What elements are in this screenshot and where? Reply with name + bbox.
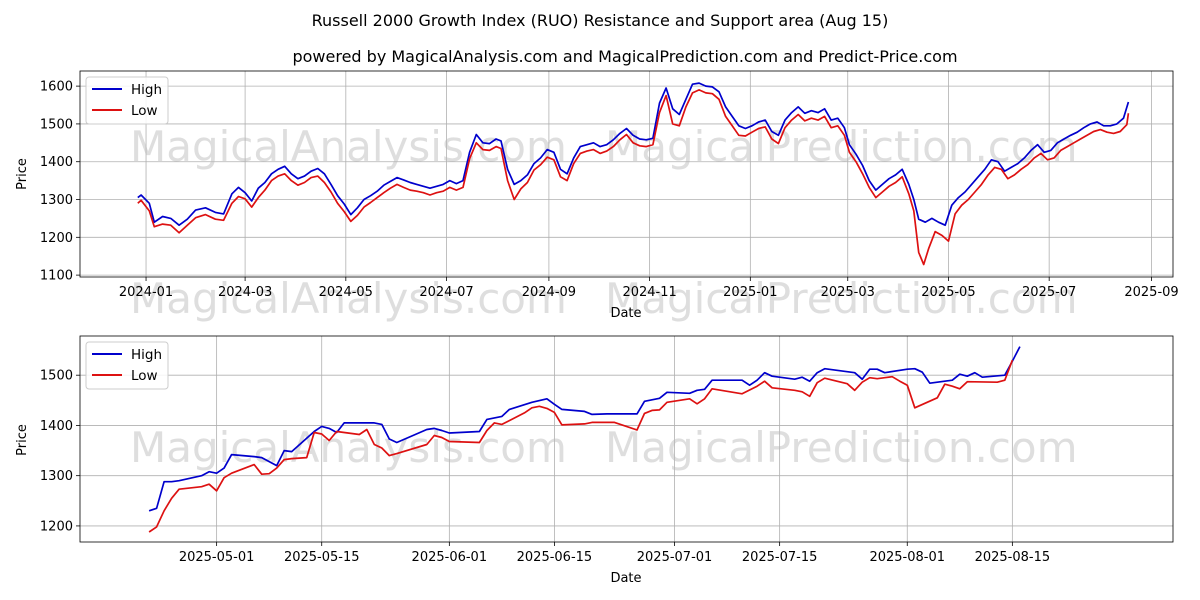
x-tick-label: 2025-03 bbox=[821, 285, 875, 300]
bottom-plot-lines bbox=[148, 346, 1021, 533]
watermark: MagicalAnalysis.com bbox=[130, 274, 567, 323]
top-legend: High Low bbox=[85, 76, 169, 125]
watermark: MagicalAnalysis.com bbox=[130, 423, 567, 472]
y-tick-label: 1400 bbox=[40, 155, 73, 170]
x-tick-label: 2025-07-01 bbox=[637, 550, 713, 565]
x-tick-label: 2025-07 bbox=[1022, 285, 1076, 300]
x-tick-label: 2025-05-01 bbox=[179, 550, 255, 565]
watermark: MagicalAnalysis.com bbox=[130, 122, 567, 171]
top-plot-frame bbox=[79, 70, 1174, 278]
top-y-axis-label: Price bbox=[15, 158, 30, 190]
y-tick-label: 1300 bbox=[40, 193, 73, 208]
x-tick-label: 2024-09 bbox=[522, 285, 576, 300]
top-plot-panel: MagicalAnalysis.com MagicalPrediction.co… bbox=[15, 70, 1179, 323]
y-tick-label: 1100 bbox=[40, 269, 73, 284]
x-tick-label: 2025-05-15 bbox=[284, 550, 360, 565]
top-x-axis-label: Date bbox=[610, 306, 641, 321]
y-tick-label: 1500 bbox=[40, 369, 73, 384]
y-tick-label: 1200 bbox=[40, 519, 73, 534]
top-plot-ticks: 2024-01 2024-03 2024-05 2024-07 2024-09 2024-… bbox=[40, 80, 1179, 300]
legend-low-label: Low bbox=[131, 103, 158, 119]
watermark: MagicalPrediction.com bbox=[605, 423, 1078, 472]
legend-low-label: Low bbox=[131, 368, 158, 384]
x-tick-label: 2024-11 bbox=[622, 285, 676, 300]
x-tick-label: 2024-07 bbox=[419, 285, 473, 300]
y-tick-label: 1400 bbox=[40, 419, 73, 434]
y-tick-label: 1300 bbox=[40, 469, 73, 484]
y-tick-label: 1600 bbox=[40, 80, 73, 95]
bottom-x-axis-label: Date bbox=[610, 571, 641, 586]
x-tick-label: 2025-01 bbox=[723, 285, 777, 300]
x-tick-label: 2025-08-01 bbox=[869, 550, 945, 565]
bottom-y-axis-label: Price bbox=[15, 424, 30, 456]
top-plot-grid bbox=[80, 71, 1173, 277]
legend-high-label: High bbox=[131, 347, 162, 363]
bottom-plot-panel: MagicalAnalysis.com MagicalPrediction.co… bbox=[15, 335, 1174, 586]
x-tick-label: 2024-05 bbox=[319, 285, 373, 300]
chart-subtitle: powered by MagicalAnalysis.com and Magic… bbox=[292, 47, 957, 66]
x-tick-label: 2024-01 bbox=[119, 285, 173, 300]
x-tick-label: 2024-03 bbox=[218, 285, 272, 300]
series-line-high bbox=[137, 82, 1130, 227]
x-tick-label: 2025-08-15 bbox=[975, 550, 1051, 565]
series-line-low bbox=[148, 359, 1014, 533]
x-tick-label: 2025-05 bbox=[921, 285, 975, 300]
x-tick-label: 2025-06-15 bbox=[517, 550, 593, 565]
watermark: MagicalPrediction.com bbox=[605, 274, 1078, 323]
bottom-plot-frame bbox=[79, 335, 1174, 543]
series-line-high bbox=[148, 346, 1021, 512]
x-tick-label: 2025-09 bbox=[1124, 285, 1178, 300]
bottom-plot-ticks: 2025-05-01 2025-05-15 2025-06-01 2025-06-15… bbox=[40, 369, 1050, 565]
chart-title: Russell 2000 Growth Index (RUO) Resistan… bbox=[312, 11, 889, 30]
legend-high-label: High bbox=[131, 82, 162, 98]
y-tick-label: 1200 bbox=[40, 231, 73, 246]
bottom-legend: High Low bbox=[85, 341, 169, 390]
x-tick-label: 2025-06-01 bbox=[412, 550, 488, 565]
series-line-low bbox=[137, 89, 1130, 266]
bottom-plot-grid bbox=[80, 336, 1173, 542]
y-tick-label: 1500 bbox=[40, 117, 73, 132]
x-tick-label: 2025-07-15 bbox=[742, 550, 818, 565]
top-plot-lines bbox=[137, 82, 1130, 266]
